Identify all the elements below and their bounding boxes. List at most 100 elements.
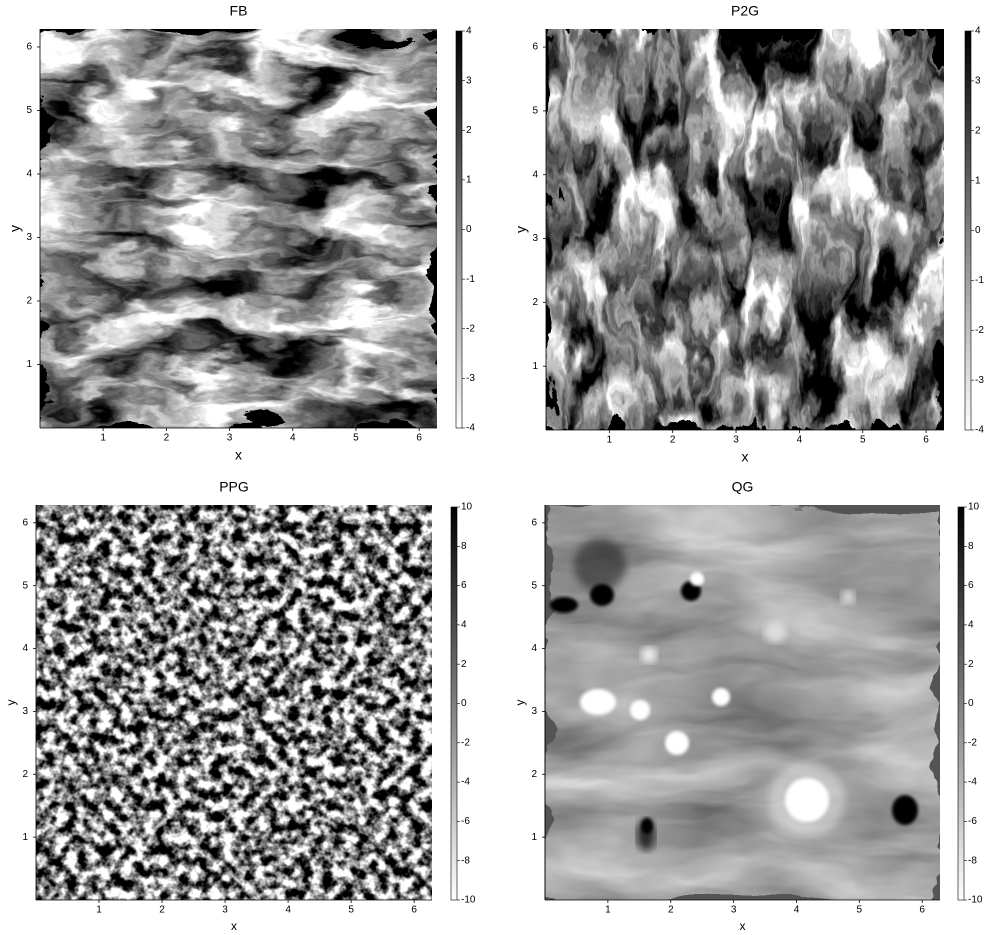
vortex (550, 597, 578, 613)
vortex (764, 621, 786, 643)
x-tick-label: 5 (860, 435, 866, 446)
colorbar-tick-label: 1 (975, 175, 981, 186)
y-tick-label: 3 (26, 232, 32, 243)
y-tick-label: 4 (22, 643, 28, 654)
x-axis-label: x (231, 919, 237, 933)
x-tick-label: 1 (100, 433, 106, 444)
field-image (40, 29, 437, 428)
y-tick-label: 3 (531, 706, 537, 717)
colorbar-tick-label: -10 (968, 895, 983, 906)
vortex (712, 688, 730, 706)
panel-title: PPG (219, 479, 249, 495)
vortex (665, 731, 689, 755)
colorbar-tick-label: 1 (466, 175, 472, 186)
x-tick-label: 5 (353, 433, 359, 444)
y-tick-label: 2 (532, 297, 538, 308)
x-axis-label: x (235, 447, 242, 463)
y-tick-label: 5 (22, 580, 28, 591)
colorbar-tick-label: -6 (461, 816, 470, 827)
x-tick-label: 2 (159, 905, 165, 916)
colorbar-tick-label: -3 (466, 373, 475, 384)
x-tick-label: 3 (733, 435, 739, 446)
colorbar-tick-label: 2 (975, 125, 981, 136)
colorbar-tick-label: 8 (461, 541, 467, 552)
vortex (641, 818, 653, 834)
y-tick-label: 1 (531, 832, 537, 843)
colorbar-tick-label: -2 (975, 325, 984, 336)
x-tick-label: 3 (222, 905, 228, 916)
colorbar-tick-label: -6 (968, 816, 977, 827)
x-tick-label: 1 (607, 435, 613, 446)
x-tick-label: 2 (164, 433, 170, 444)
x-tick-label: 4 (797, 435, 803, 446)
colorbar-tick-label: 0 (466, 224, 472, 235)
colorbar-tick-label: 10 (461, 502, 473, 513)
y-tick-label: 1 (26, 359, 32, 370)
field-image (36, 505, 432, 900)
x-tick-label: 1 (605, 905, 611, 916)
vortex (630, 700, 650, 720)
y-axis-label: y (7, 225, 23, 232)
y-tick-label: 4 (531, 643, 537, 654)
y-tick-label: 2 (22, 769, 28, 780)
colorbar-tick-label: -8 (968, 855, 977, 866)
colorbar-tick-label: 3 (975, 76, 981, 87)
x-tick-label: 2 (668, 905, 674, 916)
x-axis-label: x (742, 449, 749, 465)
colorbar-tick-label: -1 (975, 275, 984, 286)
y-tick-label: 3 (22, 706, 28, 717)
field-image (546, 29, 944, 430)
colorbar-tick-label: -10 (461, 895, 476, 906)
y-axis-label: y (513, 226, 529, 233)
vortex (690, 572, 704, 586)
colorbar-tick-label: 2 (461, 659, 467, 670)
colorbar-tick-label: 2 (466, 125, 472, 136)
colorbar-tick-label: 3 (466, 75, 472, 86)
x-tick-label: 6 (919, 905, 925, 916)
vortex (580, 689, 616, 715)
vortex (590, 584, 614, 606)
colorbar-tick-label: -2 (466, 323, 475, 334)
y-tick-label: 6 (26, 42, 32, 53)
colorbar-tick-label: -4 (466, 423, 475, 434)
colorbar (964, 30, 972, 431)
colorbar-tick-label: 6 (461, 580, 467, 591)
y-tick-label: 6 (532, 42, 538, 53)
y-tick-label: 6 (531, 517, 537, 528)
colorbar-tick-label: 2 (968, 659, 974, 670)
x-tick-label: 3 (731, 905, 737, 916)
colorbar-tick-label: -2 (968, 737, 977, 748)
y-tick-label: 5 (532, 106, 538, 117)
colorbar (455, 30, 463, 429)
x-tick-label: 4 (285, 905, 291, 916)
panel-title: P2G (731, 3, 759, 19)
x-tick-label: 4 (290, 433, 296, 444)
x-tick-label: 5 (857, 905, 863, 916)
x-axis-label: x (740, 919, 746, 933)
y-axis-label: y (513, 700, 527, 706)
y-tick-label: 1 (532, 361, 538, 372)
colorbar-tick-label: 4 (975, 26, 981, 37)
colorbar-tick-label: -3 (975, 375, 984, 386)
vortex (892, 795, 918, 825)
colorbar-tick-label: 4 (968, 620, 974, 631)
y-axis-label: y (4, 700, 18, 706)
vortex (681, 581, 701, 601)
vortex-overlay (550, 539, 918, 851)
colorbar-tick-label: -8 (461, 855, 470, 866)
x-tick-label: 5 (348, 905, 354, 916)
vortex (841, 590, 855, 604)
x-tick-label: 4 (794, 905, 800, 916)
x-tick-label: 3 (227, 433, 233, 444)
y-tick-label: 6 (22, 517, 28, 528)
colorbar-tick-label: -2 (461, 737, 470, 748)
colorbar (450, 506, 458, 901)
colorbar-tick-label: 0 (975, 225, 981, 236)
colorbar-tick-label: -4 (461, 777, 470, 788)
colorbar-tick-label: 8 (968, 541, 974, 552)
colorbar-tick-label: 4 (466, 26, 472, 37)
y-tick-label: 4 (532, 169, 538, 180)
